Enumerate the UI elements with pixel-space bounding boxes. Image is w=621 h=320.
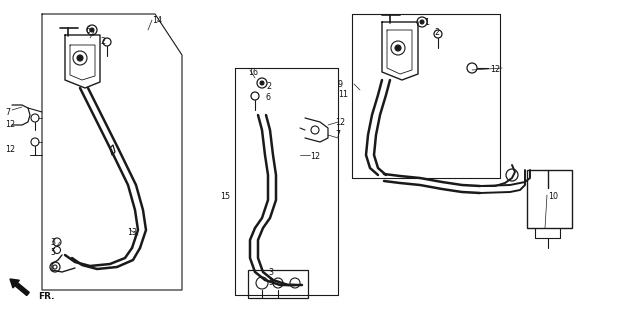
Text: 6: 6 <box>86 26 91 35</box>
FancyArrow shape <box>10 279 29 296</box>
Text: 6: 6 <box>266 93 271 102</box>
Text: 13: 13 <box>127 228 137 237</box>
Text: 2: 2 <box>266 82 271 91</box>
Text: 16: 16 <box>248 68 258 77</box>
Text: 14: 14 <box>152 16 162 25</box>
Text: 2: 2 <box>434 28 439 37</box>
Circle shape <box>420 20 424 24</box>
Text: 5: 5 <box>50 248 55 257</box>
Text: 10: 10 <box>548 192 558 201</box>
Circle shape <box>77 55 83 61</box>
Text: 12: 12 <box>5 120 15 129</box>
Text: 1: 1 <box>424 18 429 27</box>
Text: 2: 2 <box>100 37 105 46</box>
Bar <box>248 270 308 298</box>
Circle shape <box>395 45 401 51</box>
Text: 12: 12 <box>5 145 15 154</box>
Text: 12: 12 <box>490 65 500 74</box>
Text: 7: 7 <box>335 130 340 139</box>
Text: FR.: FR. <box>38 292 55 301</box>
Text: 12: 12 <box>335 118 345 127</box>
Bar <box>527 170 572 228</box>
Text: 9: 9 <box>338 80 343 89</box>
Circle shape <box>260 81 264 85</box>
Text: 3: 3 <box>50 238 55 247</box>
Text: 11: 11 <box>338 90 348 99</box>
Text: 3: 3 <box>268 268 273 277</box>
Circle shape <box>90 28 94 32</box>
Text: 7: 7 <box>5 108 10 117</box>
Text: 5: 5 <box>268 278 273 287</box>
Text: 12: 12 <box>310 152 320 161</box>
Text: 15: 15 <box>220 192 230 201</box>
